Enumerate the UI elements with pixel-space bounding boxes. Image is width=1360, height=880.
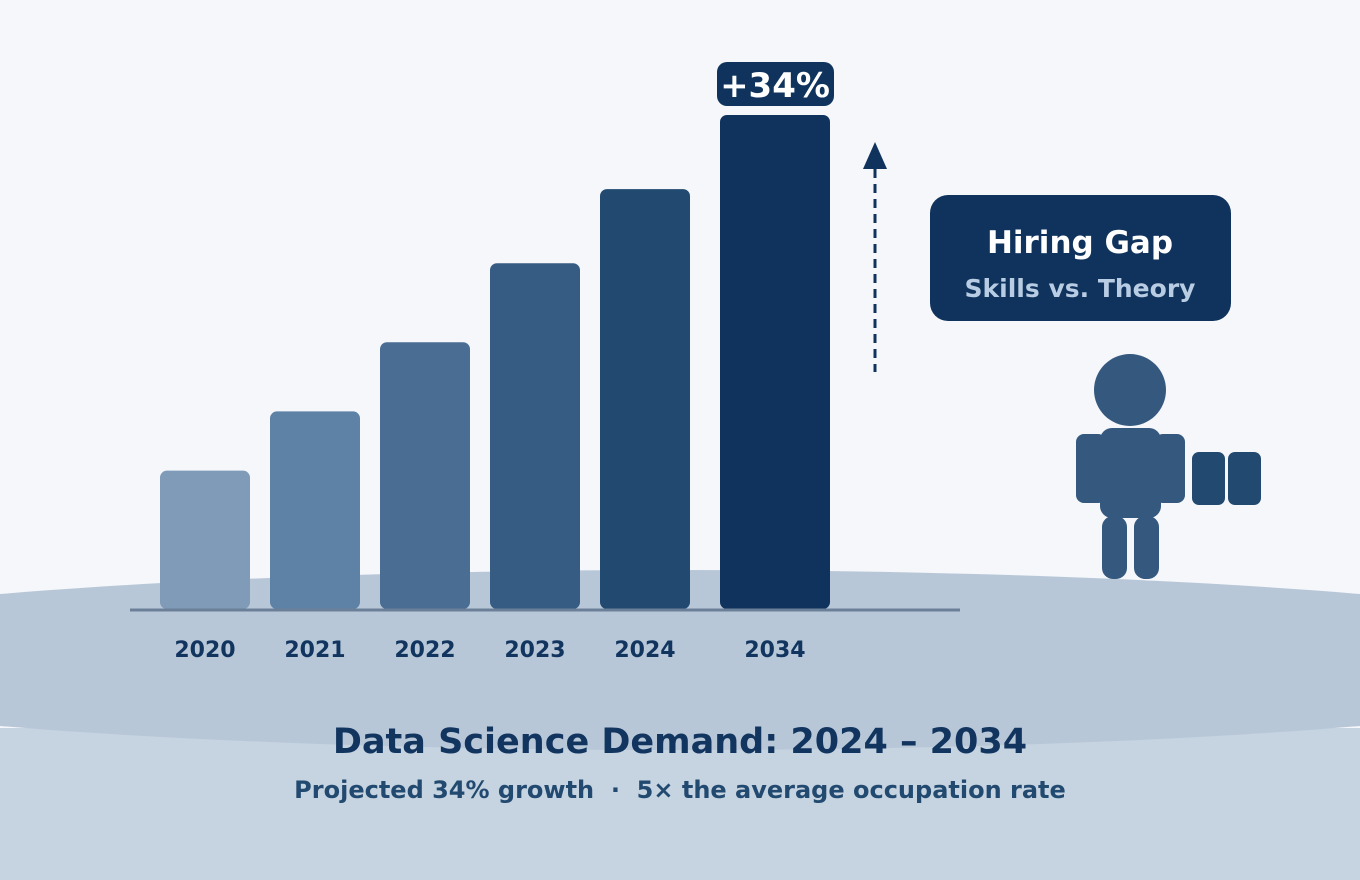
growth-badge-label: +34% bbox=[720, 66, 830, 106]
tick-label-2020: 2020 bbox=[174, 638, 235, 663]
callout-subtitle: Skills vs. Theory bbox=[965, 274, 1196, 303]
bar-2021 bbox=[270, 411, 360, 609]
bar-2023 bbox=[490, 263, 580, 609]
person-icon bbox=[1076, 354, 1185, 579]
tick-label-2023: 2023 bbox=[504, 638, 565, 663]
callout-title: Hiring Gap bbox=[987, 225, 1173, 261]
bar-2024 bbox=[600, 189, 690, 609]
bar-2022 bbox=[380, 342, 470, 609]
callout-bg bbox=[930, 195, 1231, 321]
bars bbox=[160, 115, 830, 609]
book-icon bbox=[1192, 452, 1261, 505]
up-arrow-icon bbox=[863, 142, 887, 372]
tick-label-2021: 2021 bbox=[284, 638, 345, 663]
tick-label-2024: 2024 bbox=[614, 638, 675, 663]
bar-2034 bbox=[720, 115, 830, 609]
hiring-gap-callout: Hiring Gap Skills vs. Theory bbox=[930, 195, 1231, 321]
growth-badge-bg bbox=[717, 62, 834, 106]
ground-ellipse bbox=[0, 570, 1360, 750]
tick-label-2022: 2022 bbox=[394, 638, 455, 663]
chart-title: Data Science Demand: 2024 – 2034 bbox=[333, 722, 1027, 762]
tick-label-2034: 2034 bbox=[744, 638, 805, 663]
growth-badge: +34% bbox=[717, 62, 834, 106]
bar-2020 bbox=[160, 470, 250, 609]
chart-subtitle: Projected 34% growth · 5× the average oc… bbox=[294, 776, 1066, 804]
floor bbox=[0, 728, 1360, 880]
tick-labels: 2020 2021 2022 2023 2024 2034 bbox=[174, 638, 805, 663]
